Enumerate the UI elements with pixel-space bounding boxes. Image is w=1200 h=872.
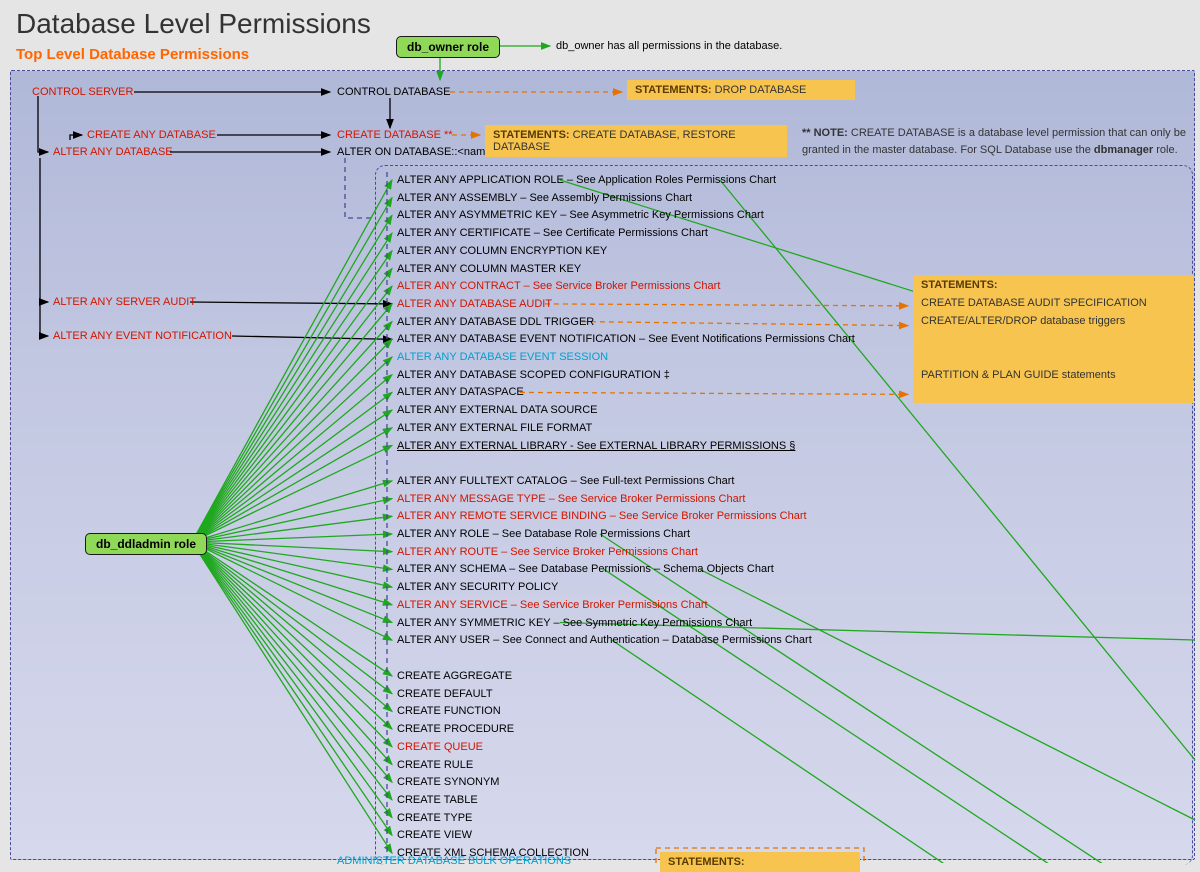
statement-box: STATEMENTS: CREATE DATABASE, RESTORE DAT…: [485, 125, 787, 157]
statement-box: STATEMENTS:CREATE DATABASE AUDIT SPECIFI…: [913, 275, 1193, 403]
permission-item: ALTER ANY USER – See Connect and Authent…: [397, 634, 812, 646]
permission-item: CREATE FUNCTION: [397, 705, 501, 717]
permission-item: ALTER ANY ASSEMBLY – See Assembly Permis…: [397, 192, 692, 204]
role-box: db_owner role: [396, 36, 500, 58]
role-box: db_ddladmin role: [85, 533, 207, 555]
permission-item: ALTER ANY SERVER AUDIT: [53, 296, 196, 308]
page-title: Database Level Permissions: [0, 0, 1200, 40]
permission-item: CREATE AGGREGATE: [397, 670, 512, 682]
permission-item: ALTER ANY SERVICE – See Service Broker P…: [397, 599, 708, 611]
permission-item: ALTER ANY SYMMETRIC KEY – See Symmetric …: [397, 617, 752, 629]
permission-item: ALTER ANY DATABASE AUDIT: [397, 298, 552, 310]
permission-item: ALTER ANY EXTERNAL DATA SOURCE: [397, 404, 598, 416]
permission-item: ALTER ANY APPLICATION ROLE – See Applica…: [397, 174, 776, 186]
permission-item: CREATE VIEW: [397, 829, 472, 841]
permission-item: ALTER ANY DATABASE EVENT NOTIFICATION – …: [397, 333, 855, 345]
permission-item: CREATE TYPE: [397, 812, 472, 824]
permission-item: CREATE SYNONYM: [397, 776, 499, 788]
permission-item: ALTER ANY ROLE – See Database Role Permi…: [397, 528, 690, 540]
permission-item: CREATE RULE: [397, 759, 473, 771]
permission-item: ALTER ANY COLUMN ENCRYPTION KEY: [397, 245, 607, 257]
permission-item: ALTER ANY DATASPACE: [397, 386, 524, 398]
permission-item: ALTER ANY EVENT NOTIFICATION: [53, 330, 232, 342]
permission-item: CREATE ANY DATABASE: [87, 129, 216, 141]
permission-item: ALTER ANY SCHEMA – See Database Permissi…: [397, 563, 774, 575]
statement-box: STATEMENTS: DROP DATABASE: [627, 80, 855, 100]
permission-item: ALTER ANY CONTRACT – See Service Broker …: [397, 280, 720, 292]
permission-item: ALTER ANY CERTIFICATE – See Certificate …: [397, 227, 708, 239]
note-box: ** NOTE: CREATE DATABASE is a database l…: [802, 125, 1192, 158]
permission-item: CONTROL SERVER: [32, 86, 133, 98]
permission-item: CONTROL DATABASE: [337, 86, 450, 98]
permission-item: ALTER ANY ASYMMETRIC KEY – See Asymmetri…: [397, 209, 764, 221]
permission-item: ALTER ANY SECURITY POLICY: [397, 581, 558, 593]
permission-item: ALTER ANY COLUMN MASTER KEY: [397, 263, 581, 275]
permission-item: ALTER ANY MESSAGE TYPE – See Service Bro…: [397, 493, 745, 505]
db-owner-desc: db_owner has all permissions in the data…: [556, 40, 782, 52]
permission-item: ADMINISTER DATABASE BULK OPERATIONS: [337, 855, 571, 867]
permission-item: ALTER ANY ROUTE – See Service Broker Per…: [397, 546, 698, 558]
permission-item: CREATE PROCEDURE: [397, 723, 514, 735]
permission-item: ALTER ANY EXTERNAL FILE FORMAT: [397, 422, 592, 434]
permission-item: CREATE DEFAULT: [397, 688, 493, 700]
permission-item: CREATE QUEUE: [397, 741, 483, 753]
permission-item: ALTER ANY EXTERNAL LIBRARY - See EXTERNA…: [397, 440, 795, 452]
permission-item: ALTER ANY DATABASE DDL TRIGGER: [397, 316, 594, 328]
permission-item: CREATE DATABASE **: [337, 129, 453, 141]
permission-item: ALTER ANY FULLTEXT CATALOG – See Full-te…: [397, 475, 734, 487]
permission-item: CREATE TABLE: [397, 794, 478, 806]
permission-item: ALTER ON DATABASE::<name>: [337, 146, 498, 158]
permission-item: ALTER ANY DATABASE: [53, 146, 173, 158]
statement-box: STATEMENTS:: [660, 852, 860, 872]
permission-item: ALTER ANY DATABASE SCOPED CONFIGURATION …: [397, 369, 670, 381]
permission-item: ALTER ANY REMOTE SERVICE BINDING – See S…: [397, 510, 807, 522]
permission-item: ALTER ANY DATABASE EVENT SESSION: [397, 351, 608, 363]
